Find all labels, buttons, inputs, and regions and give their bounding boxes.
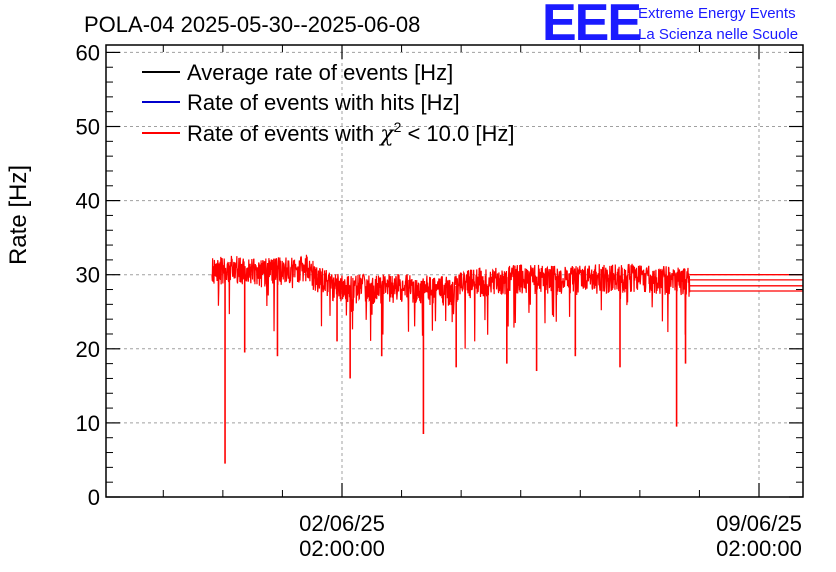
y-axis-label: Rate [Hz] — [5, 165, 32, 265]
eee-logo-mark: EEE — [542, 0, 640, 52]
plot-frame — [105, 44, 804, 498]
y-tick-label: 60 — [76, 40, 100, 65]
eee-logo: EEE Extreme Energy Events La Scienza nel… — [542, 0, 798, 52]
y-tick-label: 40 — [76, 189, 100, 214]
legend-label: Average rate of events [Hz] — [187, 60, 453, 85]
legend-label: Rate of events with χ2 < 10.0 [Hz] — [187, 119, 514, 147]
series-layer — [211, 254, 803, 464]
chart-title: POLA-04 2025-05-30--2025-06-08 — [84, 12, 420, 37]
x-tick-label-date: 02/06/25 — [299, 511, 385, 536]
x-tick-label-time: 02:00:00 — [299, 536, 385, 561]
y-tick-label: 30 — [76, 263, 100, 288]
eee-logo-line1: Extreme Energy Events — [638, 5, 796, 22]
y-tick-label: 50 — [76, 115, 100, 140]
y-tick-label: 10 — [76, 411, 100, 436]
legend-label: Rate of events with hits [Hz] — [187, 90, 460, 115]
axes: 010203040506002/06/2502:00:0009/06/2502:… — [76, 40, 803, 561]
y-tick-label: 20 — [76, 337, 100, 362]
x-tick-label-time: 02:00:00 — [716, 536, 802, 561]
y-tick-label: 0 — [88, 485, 100, 510]
x-tick-label-date: 09/06/25 — [716, 511, 802, 536]
legend: Average rate of events [Hz] Rate of event… — [142, 60, 514, 147]
eee-logo-line2: La Scienza nelle Scuole — [638, 26, 798, 43]
series-chi2-line — [211, 254, 691, 349]
grid — [106, 45, 803, 497]
